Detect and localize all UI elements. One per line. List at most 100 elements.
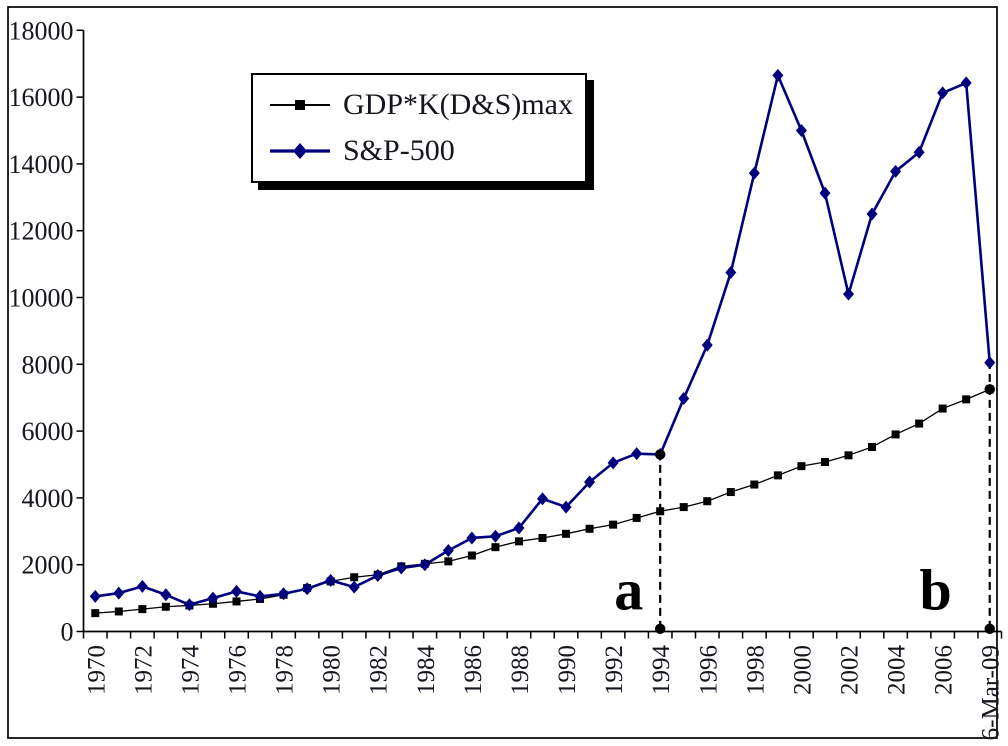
marker-square (726, 488, 735, 497)
y-tick-label: 4000 (22, 484, 74, 513)
marker-diamond (513, 521, 525, 535)
marker-diamond (678, 392, 690, 406)
marker-diamond (489, 529, 501, 543)
marker-square (444, 557, 453, 566)
marker-diamond (866, 207, 878, 221)
x-tick-label: 1982 (366, 645, 393, 695)
legend-sample-gdp-line-icon (270, 100, 330, 111)
marker-diamond (278, 587, 290, 601)
marker-square (609, 520, 618, 529)
x-tick-label: 1986 (460, 645, 487, 695)
y-tick-label: 8000 (22, 350, 74, 379)
marker-diamond (937, 86, 949, 100)
x-tick-label: 1974 (177, 645, 204, 696)
marker-square (514, 537, 523, 546)
annotation-dot-a (654, 449, 666, 460)
annotation-letter-a: a (614, 558, 643, 623)
marker-diamond (301, 582, 313, 596)
marker-diamond (631, 447, 643, 461)
y-tick-label: 6000 (22, 417, 74, 446)
y-tick-label: 18000 (9, 16, 74, 45)
x-tick-label: 6-Mar-09 (978, 645, 1005, 740)
marker-square (915, 419, 924, 428)
x-tick-label: 1970 (83, 645, 110, 695)
annotation-dot-b (984, 384, 995, 395)
annotation-dot-a (654, 623, 666, 635)
marker-diamond (395, 561, 407, 575)
x-tick-label: 1996 (695, 645, 722, 695)
legend-item-gdp: GDP*K(D&S)max (268, 90, 585, 120)
y-tick-label: 10000 (9, 284, 74, 313)
x-tick-label: 1980 (319, 645, 346, 695)
y-tick-label: 16000 (9, 83, 74, 112)
marker-square (491, 543, 500, 552)
marker-square (632, 513, 641, 522)
marker-square (467, 551, 476, 560)
x-tick-label: 2000 (789, 645, 816, 695)
marker-square (750, 480, 759, 489)
x-tick-label: 1988 (507, 645, 534, 695)
x-tick-label: 1998 (742, 645, 769, 695)
x-tick-label: 2006 (931, 645, 958, 695)
marker-diamond (419, 558, 431, 572)
legend-label-gdp: GDP*K(D&S)max (343, 88, 573, 122)
annotation-dot-b (984, 623, 995, 635)
marker-diamond (584, 475, 596, 489)
outer-border (7, 6, 998, 739)
marker-diamond (136, 579, 148, 593)
marker-diamond (960, 76, 972, 90)
marker-square (962, 395, 971, 404)
marker-square (161, 602, 170, 611)
marker-square (232, 597, 241, 606)
x-tick-label: 2002 (837, 645, 864, 695)
marker-square (797, 462, 806, 471)
marker-diamond (160, 588, 172, 602)
marker-square (773, 471, 782, 480)
marker-diamond (254, 589, 266, 603)
marker-square (868, 442, 877, 451)
marker-square (703, 497, 712, 506)
marker-diamond (560, 500, 572, 514)
marker-diamond (183, 598, 195, 612)
marker-diamond (890, 164, 902, 178)
x-tick-label: 2004 (884, 645, 911, 696)
x-tick-label: 1994 (648, 645, 675, 696)
marker-square (350, 573, 359, 582)
y-tick-label: 2000 (22, 551, 74, 580)
marker-diamond (207, 591, 219, 605)
x-tick-label: 1978 (272, 645, 299, 695)
diamond-marker-icon (293, 142, 307, 159)
legend-sample-sp500-line-icon (270, 142, 330, 159)
marker-square (679, 503, 688, 512)
marker-diamond (984, 356, 996, 370)
marker-diamond (372, 569, 384, 583)
square-marker-icon (295, 100, 305, 111)
marker-diamond (607, 456, 619, 470)
marker-square (138, 605, 147, 614)
marker-square (562, 529, 571, 538)
marker-square (938, 404, 947, 413)
marker-diamond (748, 166, 760, 180)
x-tick-label: 1992 (601, 645, 628, 695)
marker-square (114, 607, 123, 616)
marker-square (538, 533, 547, 542)
marker-diamond (89, 589, 101, 603)
marker-square (844, 451, 853, 460)
marker-diamond (325, 573, 337, 587)
marker-diamond (442, 544, 454, 558)
annotation-letter-b: b (919, 558, 951, 623)
marker-square (656, 507, 665, 516)
marker-square (91, 609, 100, 618)
marker-square (585, 524, 594, 533)
marker-diamond (772, 68, 784, 82)
marker-diamond (913, 145, 925, 159)
marker-diamond (819, 186, 831, 200)
marker-diamond (113, 586, 125, 600)
x-tick-label: 1990 (554, 645, 581, 695)
x-tick-label: 1976 (225, 645, 252, 695)
legend-box: GDP*K(D&S)max S&P-500 (251, 73, 587, 183)
marker-diamond (537, 492, 548, 506)
x-tick-label: 1972 (130, 645, 157, 695)
